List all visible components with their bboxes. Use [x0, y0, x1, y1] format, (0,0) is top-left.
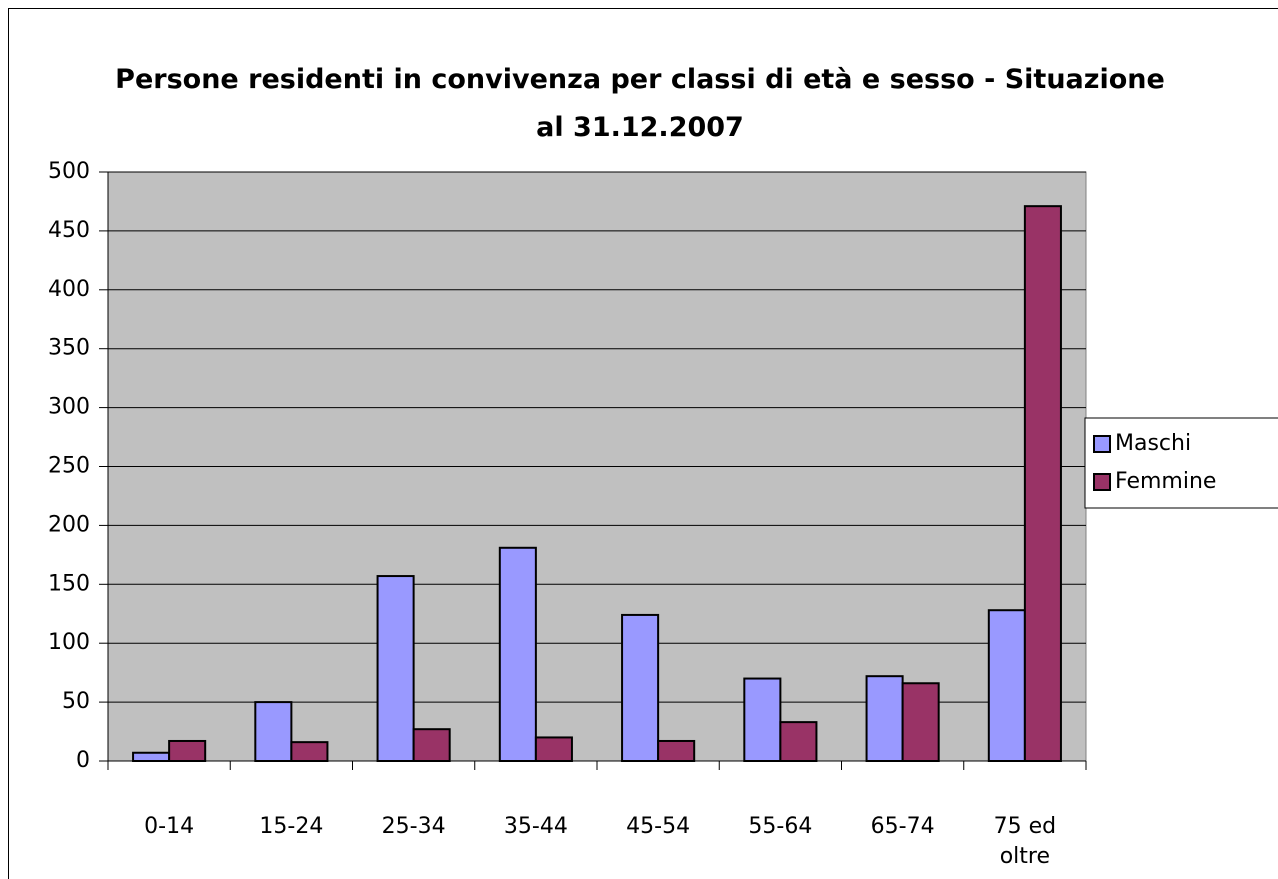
x-tick-label: 45-54 [626, 814, 691, 839]
y-tick-label: 300 [48, 395, 90, 420]
y-tick-label: 100 [48, 630, 90, 655]
x-tick-label: 25-34 [381, 814, 446, 839]
y-tick-label: 50 [62, 689, 90, 714]
bar [1023, 205, 1062, 763]
y-tick-label: 0 [76, 748, 90, 773]
bar [621, 613, 660, 762]
y-tick-label: 250 [48, 454, 90, 479]
y-tick-label: 400 [48, 277, 90, 302]
x-tick-label: 55-64 [748, 814, 813, 839]
bar [376, 575, 415, 763]
legend-box [1084, 417, 1278, 509]
bar [498, 546, 537, 762]
bar [534, 736, 573, 763]
y-tick-label: 450 [48, 218, 90, 243]
y-tick-label: 350 [48, 336, 90, 361]
bar [254, 701, 293, 762]
x-tick-label: 65-74 [870, 814, 935, 839]
legend-label: Femmine [1115, 469, 1216, 494]
bar [412, 728, 451, 762]
x-tick-label: 75 ed oltre [993, 814, 1057, 869]
bar [168, 739, 207, 762]
bar [987, 609, 1026, 762]
legend-swatch [1093, 473, 1111, 491]
x-tick-label: 35-44 [503, 814, 568, 839]
y-tick-label: 200 [48, 512, 90, 537]
x-tick-label: 15-24 [259, 814, 324, 839]
legend-label: Maschi [1115, 431, 1191, 456]
chart-title: Persone residenti in convivenza per clas… [115, 64, 1165, 143]
bar [901, 682, 940, 763]
legend-swatch [1093, 435, 1111, 453]
bar [657, 739, 696, 762]
y-tick-label: 500 [48, 159, 90, 184]
bar [290, 741, 329, 762]
x-tick-label: 0-14 [144, 814, 195, 839]
bar [779, 721, 818, 762]
bar [132, 751, 171, 763]
bar [865, 675, 904, 763]
y-tick-label: 150 [48, 571, 90, 596]
bar [743, 677, 782, 762]
